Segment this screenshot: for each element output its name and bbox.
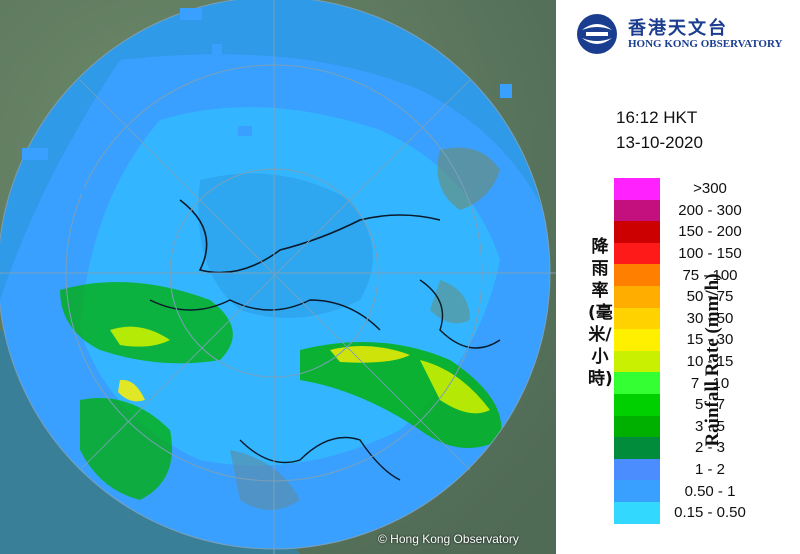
legend-label: 0.15 - 0.50 bbox=[674, 504, 746, 522]
legend-row: 7 - 10 bbox=[614, 372, 760, 394]
legend-swatch bbox=[614, 264, 660, 286]
legend-swatch bbox=[614, 285, 660, 308]
legend-title-zh: 降雨率(毫米/小時) bbox=[588, 237, 613, 389]
hko-logo: 香港天文台 HONG KONG OBSERVATORY bbox=[572, 12, 792, 56]
legend-label: 15 - 30 bbox=[686, 331, 734, 349]
legend-row: 30 - 50 bbox=[614, 307, 760, 330]
logo-text-zh: 香港天文台 bbox=[628, 18, 728, 39]
info-panel bbox=[556, 0, 800, 554]
legend-label: 1 - 2 bbox=[694, 461, 725, 479]
legend-swatch bbox=[614, 199, 660, 222]
legend-label: 50 - 75 bbox=[686, 288, 734, 306]
legend-label: >300 bbox=[693, 180, 727, 198]
legend-swatch bbox=[614, 329, 660, 351]
radar-image bbox=[0, 0, 556, 554]
legend-swatch bbox=[614, 501, 660, 524]
legend-swatch bbox=[614, 307, 660, 330]
legend-row: 3 - 5 bbox=[614, 415, 760, 438]
legend-swatch bbox=[614, 242, 660, 265]
logo-text-en: HONG KONG OBSERVATORY bbox=[628, 38, 783, 50]
legend-label: 3 - 5 bbox=[694, 417, 725, 435]
hko-emblem-icon bbox=[577, 14, 617, 54]
legend-row: 150 - 200 bbox=[614, 221, 760, 243]
legend-swatch bbox=[614, 178, 660, 200]
legend-row: 2 - 3 bbox=[614, 437, 760, 459]
legend-label: 75 - 100 bbox=[682, 266, 738, 284]
legend-label: 150 - 200 bbox=[678, 223, 742, 241]
legend-label: 10 - 15 bbox=[686, 353, 734, 371]
legend-swatch bbox=[614, 372, 660, 394]
legend-row: 0.15 - 0.50 bbox=[614, 501, 760, 524]
legend-label: 7 - 10 bbox=[690, 374, 730, 392]
legend-swatch bbox=[614, 480, 660, 502]
legend-row: 1 - 2 bbox=[614, 458, 760, 481]
legend-label: 200 - 300 bbox=[678, 201, 742, 219]
rainfall-legend: >300 200 - 300 150 - 200 100 - 150 75 - 100 5… bbox=[614, 178, 760, 524]
legend-label: 5 - 7 bbox=[694, 396, 725, 414]
legend-label: 100 - 150 bbox=[678, 245, 742, 263]
legend-label: 30 - 50 bbox=[686, 309, 734, 327]
legend-label: 2 - 3 bbox=[694, 439, 725, 457]
legend-row: >300 bbox=[614, 178, 760, 200]
legend-swatch bbox=[614, 221, 660, 243]
legend-row: 15 - 30 bbox=[614, 329, 760, 351]
legend-row: 200 - 300 bbox=[614, 199, 760, 222]
legend-swatch bbox=[614, 437, 660, 459]
legend-swatch bbox=[614, 350, 660, 373]
legend-row: 100 - 150 bbox=[614, 242, 760, 265]
legend-row: 10 - 15 bbox=[614, 350, 760, 373]
legend-row: 75 - 100 bbox=[614, 264, 760, 286]
legend-swatch bbox=[614, 415, 660, 438]
legend-swatch bbox=[614, 393, 660, 416]
scattered-echoes bbox=[22, 8, 512, 194]
legend-row: 0.50 - 1 bbox=[614, 480, 760, 502]
legend-label: 0.50 - 1 bbox=[684, 482, 736, 500]
observation-time: 16:12 HKT bbox=[616, 108, 698, 127]
crosshair-diagonal-b bbox=[79, 79, 471, 471]
radar-map: © Hong Kong Observatory bbox=[0, 0, 556, 554]
legend-row: 50 - 75 bbox=[614, 285, 760, 308]
legend-row: 5 - 7 bbox=[614, 393, 760, 416]
observation-date: 13-10-2020 bbox=[616, 133, 703, 152]
legend-swatch bbox=[614, 458, 660, 481]
copyright-notice: © Hong Kong Observatory bbox=[378, 532, 519, 546]
